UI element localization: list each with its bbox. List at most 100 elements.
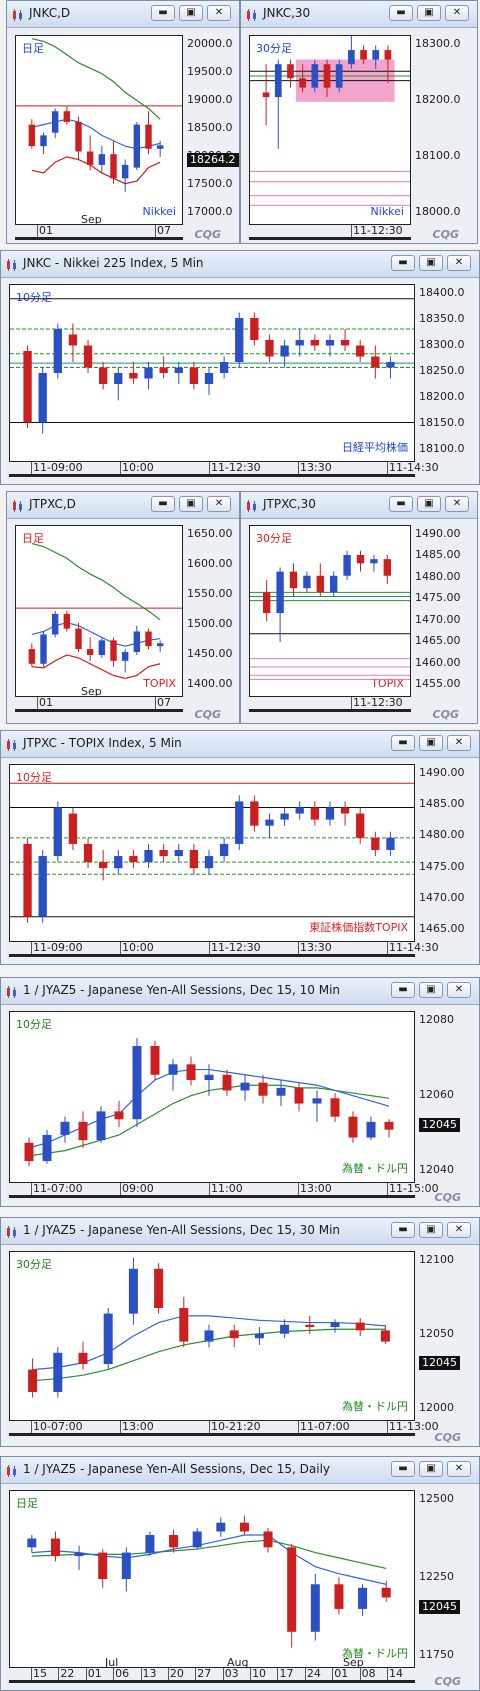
chart-svg — [28, 1257, 390, 1398]
close-button[interactable]: ✕ — [445, 5, 469, 21]
window-title: JTPXC,30 — [263, 497, 316, 511]
candle-body — [28, 124, 36, 147]
x-tick-mark — [304, 1668, 306, 1680]
plot-area[interactable]: 日足 為替・ドル円 — [9, 1490, 415, 1668]
candle-body — [189, 367, 199, 384]
time-axis-bar[interactable] — [9, 1680, 415, 1683]
maximize-button[interactable]: ▣ — [417, 5, 441, 21]
x-tick-label: 20 — [169, 1667, 184, 1680]
chart-window-jyaz5-10[interactable]: 1 / JYAZ5 - Japanese Yen-All Sessions, D… — [0, 977, 480, 1207]
y-tick-label: 18350.0 — [419, 312, 465, 325]
time-axis-bar[interactable] — [249, 709, 411, 712]
title-bar[interactable]: JNKC,30 ▬ ▣ ✕ — [241, 1, 477, 28]
chart-window-jnkc-5[interactable]: JNKC - Nikkei 225 Index, 5 Min ▬ ▣ ✕ 10分足 日経平… — [0, 250, 480, 485]
cqg-logo: CQG — [434, 1191, 461, 1204]
y-tick-label: 1475.00 — [415, 591, 461, 605]
chart-window-jtpxc-30[interactable]: JTPXC,30 ▬ ▣ ✕ 30分足 TOPIX 1490.00 1485.00 1480.0… — [240, 491, 478, 724]
minimize-button[interactable]: ▬ — [151, 496, 175, 512]
plot-area[interactable]: 10分足 東証株価指数TOPIX — [9, 764, 415, 942]
y-tick-label: 1650.00 — [187, 527, 233, 540]
maximize-button[interactable]: ▣ — [419, 1461, 443, 1477]
minimize-button[interactable]: ▬ — [151, 5, 175, 21]
y-tick-label: 1485.00 — [419, 797, 465, 811]
candle-body — [372, 50, 380, 60]
maximize-button[interactable]: ▣ — [419, 255, 443, 271]
candle-body — [169, 1535, 179, 1548]
candle-body — [235, 318, 244, 362]
plot-area[interactable]: 10分足 為替・ドル円 — [9, 1011, 415, 1183]
x-tick-mark — [155, 225, 156, 237]
minimize-button[interactable]: ▬ — [391, 735, 415, 751]
chart-window-jyaz5-d[interactable]: 1 / JYAZ5 - Japanese Yen-All Sessions, D… — [0, 1456, 480, 1691]
title-bar[interactable]: JNKC,D ▬ ▣ ✕ — [7, 1, 239, 28]
title-bar[interactable]: 1 / JYAZ5 - Japanese Yen-All Sessions, D… — [1, 978, 479, 1005]
month-label: Jul — [105, 1656, 119, 1669]
title-bar[interactable]: 1 / JYAZ5 - Japanese Yen-All Sessions, D… — [1, 1218, 479, 1245]
minimize-button[interactable]: ▬ — [391, 1222, 415, 1238]
candle-body — [129, 856, 138, 863]
plot-area[interactable]: 30分足 Nikkei — [249, 35, 411, 225]
period-label: 10分足 — [16, 771, 52, 784]
title-bar[interactable]: JNKC - Nikkei 225 Index, 5 Min ▬ ▣ ✕ — [1, 251, 479, 278]
plot-area[interactable]: 日足 Nikkei — [15, 35, 183, 225]
x-tick-label: 11-09:00 — [33, 941, 83, 954]
time-axis-bar[interactable] — [15, 709, 183, 712]
candle-body — [189, 849, 199, 869]
candle-body — [358, 1587, 368, 1609]
minimize-button[interactable]: ▬ — [391, 1461, 415, 1477]
maximize-button[interactable]: ▣ — [419, 735, 443, 751]
cqg-logo: CQG — [194, 228, 221, 241]
time-axis-bar[interactable] — [9, 1195, 415, 1198]
chart-svg — [24, 1038, 394, 1167]
time-axis-bar[interactable] — [9, 474, 415, 477]
chart-window-jnkc-30[interactable]: JNKC,30 ▬ ▣ ✕ 30分足 Nikkei 18300.0 18200.0 18100.… — [240, 0, 478, 244]
instrument-legend: 日経平均株価 — [342, 441, 408, 454]
x-tick-label: 01 — [39, 224, 53, 237]
chart-window-jyaz5-30[interactable]: 1 / JYAZ5 - Japanese Yen-All Sessions, D… — [0, 1217, 480, 1447]
minimize-button[interactable]: ▬ — [391, 255, 415, 271]
minimize-button[interactable]: ▬ — [391, 982, 415, 998]
maximize-button[interactable]: ▣ — [417, 496, 441, 512]
maximize-button[interactable]: ▣ — [419, 1222, 443, 1238]
close-button[interactable]: ✕ — [447, 735, 471, 751]
instrument-legend: 為替・ドル円 — [342, 1647, 408, 1660]
x-tick-mark — [140, 1668, 142, 1680]
candle-body — [384, 1121, 394, 1130]
time-axis-bar[interactable] — [249, 237, 411, 240]
minimize-button[interactable]: ▬ — [389, 5, 413, 21]
close-button[interactable]: ✕ — [445, 496, 469, 512]
close-button[interactable]: ✕ — [447, 255, 471, 271]
candle-body — [280, 345, 289, 357]
time-axis-bar[interactable] — [15, 237, 183, 240]
plot-area[interactable]: 30分足 TOPIX — [249, 525, 411, 697]
close-button[interactable]: ✕ — [207, 496, 231, 512]
maximize-button[interactable]: ▣ — [179, 5, 203, 21]
chart-window-jtpxc-daily[interactable]: JTPXC,D ▬ ▣ ✕ 日足 TOPIX 1650.00 1600.00 1550.00 15… — [6, 491, 240, 724]
candle-body — [121, 1552, 131, 1579]
title-bar[interactable]: JTPXC,30 ▬ ▣ ✕ — [241, 492, 477, 519]
plot-area[interactable]: 日足 TOPIX — [15, 525, 183, 697]
chart-window-jnkc-daily[interactable]: JNKC,D ▬ ▣ ✕ 日足 Nikkei 20000.0 19500.0 19000.0 18… — [6, 0, 240, 244]
close-button[interactable]: ✕ — [447, 1222, 471, 1238]
plot-area[interactable]: 30分足 為替・ドル円 — [9, 1251, 415, 1421]
time-axis-bar[interactable] — [9, 954, 415, 957]
month-label: Sep — [343, 1656, 364, 1669]
y-tick-label: 1455.00 — [415, 677, 461, 690]
maximize-button[interactable]: ▣ — [419, 982, 443, 998]
plot-area[interactable]: 10分足 日経平均株価 — [9, 284, 415, 462]
title-bar[interactable]: 1 / JYAZ5 - Japanese Yen-All Sessions, D… — [1, 1457, 479, 1484]
x-tick-label: 17 — [279, 1667, 294, 1680]
candle-body — [68, 334, 78, 346]
close-button[interactable]: ✕ — [207, 5, 231, 21]
minimize-button[interactable]: ▬ — [389, 496, 413, 512]
x-tick-label: 09:00 — [122, 1182, 154, 1195]
x-tick-label: 10 — [252, 1667, 267, 1680]
chart-window-jtpxc-5[interactable]: JTPXC - TOPIX Index, 5 Min ▬ ▣ ✕ 10分足 東証株価指数T… — [0, 730, 480, 965]
close-button[interactable]: ✕ — [447, 1461, 471, 1477]
maximize-button[interactable]: ▣ — [179, 496, 203, 512]
title-bar[interactable]: JTPXC,D ▬ ▣ ✕ — [7, 492, 239, 519]
time-axis-bar[interactable] — [9, 1433, 415, 1436]
title-bar[interactable]: JTPXC - TOPIX Index, 5 Min ▬ ▣ ✕ — [1, 731, 479, 758]
candle-body — [154, 1268, 164, 1308]
close-button[interactable]: ✕ — [447, 982, 471, 998]
